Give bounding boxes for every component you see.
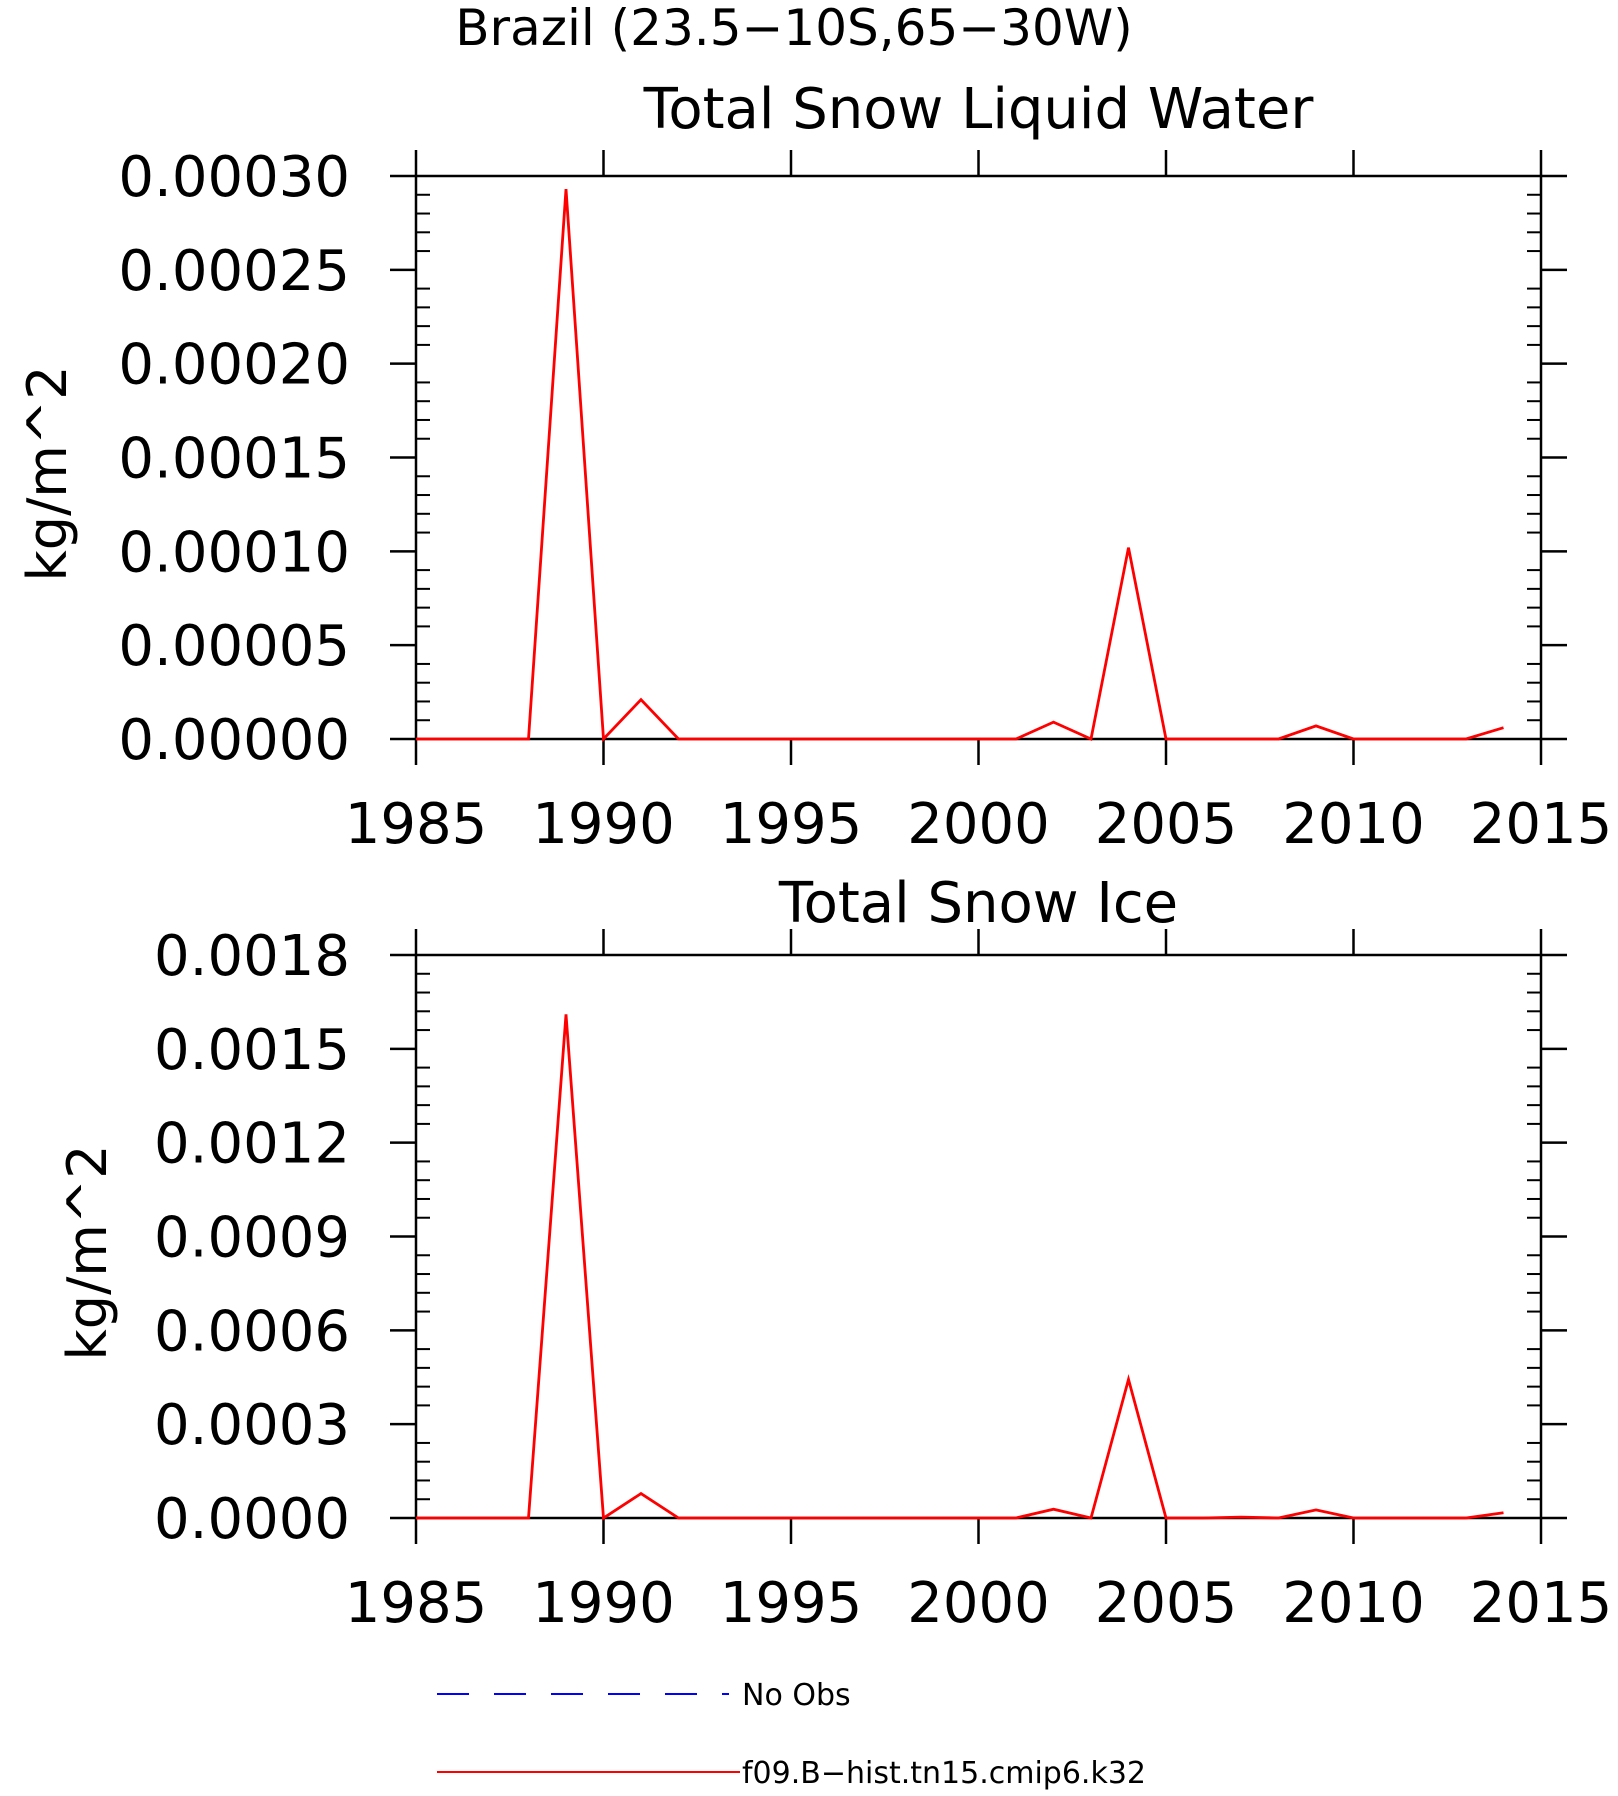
y-tick-label: 0.0006: [154, 1299, 350, 1364]
x-tick-label: 2015: [1470, 792, 1613, 857]
x-tick-label: 2010: [1282, 1571, 1425, 1636]
y-tick-label: 0.0015: [154, 1018, 350, 1083]
y-tick-label: 0.00025: [118, 239, 350, 304]
series-line: [416, 1014, 1504, 1521]
legend-label-no-obs: No Obs: [742, 1678, 851, 1713]
y-tick-label: 0.00030: [118, 145, 350, 210]
x-tick-label: 2010: [1282, 792, 1425, 857]
y-tick-label: 0.00005: [118, 614, 350, 679]
y-tick-label: 0.00010: [118, 520, 350, 585]
panel-liquid-water: Total Snow Liquid Water kg/m^2 1985 1990 199…: [16, 77, 1612, 857]
x-tick-label: 1985: [345, 792, 488, 857]
y-tick-label: 0.00015: [118, 427, 350, 492]
y-tick-label: 0.0009: [154, 1206, 350, 1271]
x-tick-label: 2005: [1095, 792, 1238, 857]
x-tick-label: 1985: [345, 1571, 488, 1636]
x-tick-label: 2000: [907, 792, 1050, 857]
plot-frame: [414, 953, 1543, 1520]
y-tick-label: 0.0018: [154, 924, 350, 989]
x-tick-label: 1995: [720, 1571, 863, 1636]
panel-snow-ice: Total Snow Ice kg/m^2 1985 1990 1995 2000 2005…: [56, 871, 1612, 1636]
figure-title: Brazil (23.5−10S,65−30W): [455, 0, 1133, 57]
y-axis-label: kg/m^2: [56, 1145, 119, 1361]
y-tick-label: 0.0003: [154, 1393, 350, 1458]
legend: No Obs f09.B−hist.tn15.cmip6.k32: [437, 1678, 1146, 1791]
x-tick-label: 1995: [720, 792, 863, 857]
y-tick-label: 0.00000: [118, 708, 350, 773]
y-axis-label: kg/m^2: [16, 366, 79, 582]
chart-title: Total Snow Liquid Water: [643, 77, 1315, 142]
y-tick-label: 0.00020: [118, 333, 350, 398]
x-tick-label: 1990: [532, 1571, 675, 1636]
chart-title: Total Snow Ice: [778, 871, 1178, 936]
legend-label-model: f09.B−hist.tn15.cmip6.k32: [742, 1756, 1146, 1791]
x-tick-label: 2015: [1470, 1571, 1613, 1636]
x-tick-label: 2005: [1095, 1571, 1238, 1636]
x-tick-label: 1990: [532, 792, 675, 857]
y-tick-label: 0.0000: [154, 1487, 350, 1552]
series-line: [416, 189, 1504, 743]
y-tick-label: 0.0012: [154, 1112, 350, 1177]
x-tick-label: 2000: [907, 1571, 1050, 1636]
